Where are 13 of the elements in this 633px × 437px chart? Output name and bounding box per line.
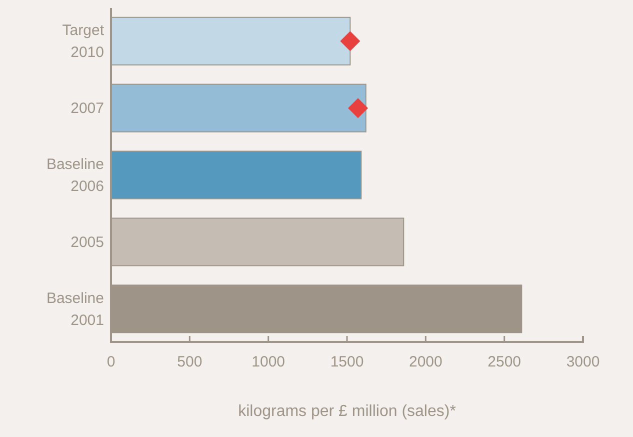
x-tick-label: 1000: [252, 354, 286, 371]
y-tick-label: Target 2010: [62, 22, 105, 62]
x-tick-label: 500: [177, 354, 202, 371]
x-tick-label: 2000: [408, 354, 442, 371]
y-tick-label: Baseline 2001: [46, 290, 104, 329]
y-tick-label: 2007: [70, 100, 104, 118]
x-tick-label: 2500: [488, 354, 522, 371]
y-tick-label: 2005: [70, 234, 104, 251]
x-axis-title: kilograms per £ million (sales)*: [238, 403, 456, 420]
x-tick-label: 3000: [566, 354, 600, 371]
x-tick-label: 1500: [330, 354, 364, 371]
y-tick-label: Baseline 2006: [46, 156, 104, 195]
x-tick-label: 0: [106, 354, 116, 371]
